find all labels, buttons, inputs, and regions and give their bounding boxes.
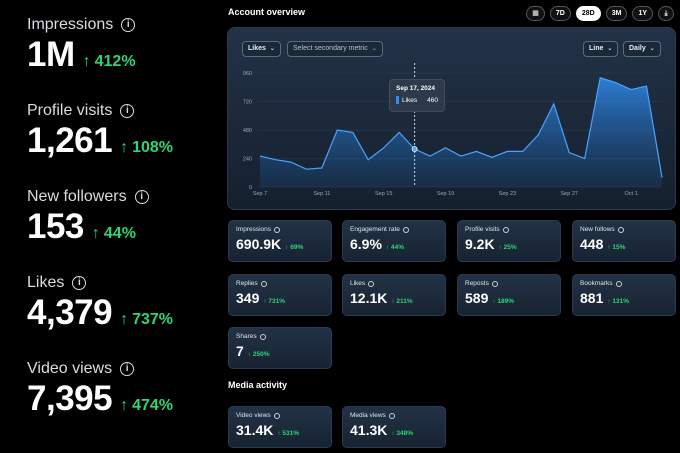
stat-label: Likes xyxy=(27,274,65,291)
info-icon xyxy=(274,226,281,233)
new-followers-stat: New followers i 153 ↑ 44% xyxy=(27,188,149,247)
info-icon xyxy=(617,226,624,233)
download-icon[interactable]: ⤓ xyxy=(658,6,674,21)
chart-type-select[interactable]: Line ⌄ xyxy=(583,41,619,57)
tooltip-label: Likes xyxy=(402,96,418,104)
stat-change: ↑ 108% xyxy=(120,139,174,156)
impressions-stat: Impressions i 1M ↑ 412% xyxy=(27,16,136,75)
arrow-up-icon: ↑ xyxy=(120,139,129,156)
likes-area xyxy=(260,77,662,187)
info-icon[interactable]: i xyxy=(121,18,136,32)
range-1y-button[interactable]: 1Y xyxy=(632,6,653,21)
metric-card-engagement-rate[interactable]: Engagement rate 6.9% ↑ 44% xyxy=(342,220,446,262)
y-tick-label: 960 xyxy=(243,71,252,77)
info-icon xyxy=(502,226,509,233)
info-icon xyxy=(402,226,409,233)
info-icon[interactable]: i xyxy=(72,276,87,290)
range-28d-button[interactable]: 28D xyxy=(575,6,601,21)
arrow-up-icon: ↑ xyxy=(82,53,91,70)
media-activity-title: Media activity xyxy=(228,380,288,390)
metric-card-replies[interactable]: Replies 349 ↑ 731% xyxy=(228,274,332,316)
chevron-down-icon: ⌄ xyxy=(649,46,655,52)
y-tick-label: 480 xyxy=(243,128,252,134)
x-tick-label: Sep 19 xyxy=(437,191,454,197)
stat-change: ↑ 737% xyxy=(120,311,174,328)
x-tick-label: Sep 7 xyxy=(253,191,267,197)
y-tick-label: 240 xyxy=(243,157,252,163)
x-tick-label: Oct 1 xyxy=(624,191,637,197)
x-tick-label: Sep 15 xyxy=(375,191,392,197)
stat-value: 153 xyxy=(27,207,84,246)
stat-label: Profile visits xyxy=(27,102,113,119)
x-axis-ticks: Sep 7 Sep 11 Sep 15 Sep 19 Sep 23 Sep 27 Oct 1 xyxy=(253,191,638,197)
hover-point xyxy=(411,146,418,152)
tooltip-value: 460 xyxy=(427,96,438,104)
metric-card-impressions[interactable]: Impressions 690.9K ↑ 69% xyxy=(228,220,332,262)
stat-label: Impressions xyxy=(27,16,114,33)
calendar-icon[interactable]: ▦ xyxy=(526,6,545,21)
metric-card-reposts[interactable]: Reposts 589 ↑ 189% xyxy=(457,274,561,316)
info-icon xyxy=(388,412,395,419)
video-views-stat: Video views i 7,395 ↑ 474% xyxy=(27,360,173,419)
arrow-up-icon: ↑ xyxy=(91,225,100,242)
summary-column: Impressions i 1M ↑ 412% Profile visits i 1,2… xyxy=(0,0,215,453)
range-7d-button[interactable]: 7D xyxy=(549,6,571,21)
info-icon xyxy=(615,280,622,287)
info-icon[interactable]: i xyxy=(120,104,135,118)
likes-line xyxy=(259,77,663,178)
tooltip-date: Sep 17, 2024 xyxy=(396,85,436,92)
stat-change: ↑ 474% xyxy=(120,397,174,414)
metric-card-profile-visits[interactable]: Profile visits 9.2K ↑ 25% xyxy=(457,220,561,262)
metric-select[interactable]: Likes ⌄ xyxy=(242,41,281,57)
chevron-down-icon: ⌄ xyxy=(371,46,377,52)
info-icon[interactable]: i xyxy=(120,362,135,376)
info-icon xyxy=(260,280,267,287)
account-overview-panel: Account overview ▦ 7D 28D 3M 1Y ⤓ 960 720… xyxy=(215,0,680,453)
arrow-up-icon: ↑ xyxy=(120,397,129,414)
info-icon xyxy=(368,280,375,287)
stat-change: ↑ 412% xyxy=(82,53,136,70)
x-tick-label: Sep 23 xyxy=(499,191,516,197)
x-tick-label: Sep 27 xyxy=(561,191,578,197)
info-icon[interactable]: i xyxy=(134,190,149,204)
chevron-down-icon: ⌄ xyxy=(269,46,275,52)
range-3m-button[interactable]: 3M xyxy=(605,6,628,21)
likes-stat: Likes i 4,379 ↑ 737% xyxy=(27,274,173,333)
stat-value: 7,395 xyxy=(27,379,113,418)
chart-tooltip: Sep 17, 2024 Likes 460 xyxy=(389,79,445,112)
chevron-down-icon: ⌄ xyxy=(607,46,613,52)
y-axis-ticks: 960 720 480 240 0 xyxy=(243,71,252,191)
info-icon xyxy=(259,333,266,340)
stat-label: New followers xyxy=(27,188,127,205)
metric-card-bookmarks[interactable]: Bookmarks 881 ↑ 131% xyxy=(572,274,676,316)
profile-visits-stat: Profile visits i 1,261 ↑ 108% xyxy=(27,102,173,161)
overview-title: Account overview xyxy=(228,7,306,17)
metric-card-shares[interactable]: Shares 7 ↑ 250% xyxy=(228,327,332,369)
secondary-metric-select[interactable]: Select secondary metric ⌄ xyxy=(287,41,383,57)
y-tick-label: 0 xyxy=(249,185,252,191)
stat-change: ↑ 44% xyxy=(91,225,136,242)
series-swatch xyxy=(396,96,399,104)
info-icon xyxy=(491,280,498,287)
metric-card-video-views[interactable]: Video views 31.4K ↑ 531% xyxy=(228,406,332,448)
arrow-up-icon: ↑ xyxy=(120,311,129,328)
range-toolbar: ▦ 7D 28D 3M 1Y ⤓ xyxy=(526,6,674,21)
info-icon xyxy=(273,412,280,419)
stat-label: Video views xyxy=(27,360,113,377)
granularity-select[interactable]: Daily ⌄ xyxy=(623,41,661,57)
stat-value: 1,261 xyxy=(27,121,113,160)
metric-card-new-follows[interactable]: New follows 448 ↑ 15% xyxy=(572,220,676,262)
x-tick-label: Sep 11 xyxy=(313,191,330,197)
metric-card-likes[interactable]: Likes 12.1K ↑ 211% xyxy=(342,274,446,316)
stat-value: 4,379 xyxy=(27,293,113,332)
overview-chart-card: 960 720 480 240 0 Sep 7 Sep 11 Sep 15 Sep 19 Sep… xyxy=(227,27,676,210)
metric-card-media-views[interactable]: Media views 41.3K ↑ 348% xyxy=(342,406,446,448)
y-tick-label: 720 xyxy=(243,100,252,106)
stat-value: 1M xyxy=(27,35,75,74)
